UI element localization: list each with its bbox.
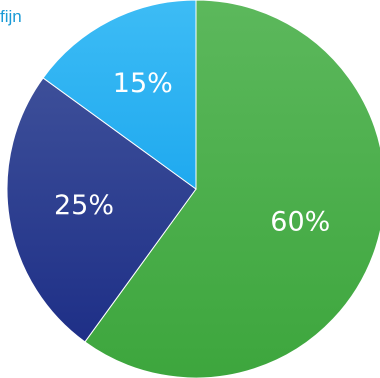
pie-label-25pct: 25%	[54, 190, 114, 221]
pie-label-15pct: 15%	[113, 68, 173, 99]
pie-slice-15	[42, 0, 197, 190]
cropped-heading-text: fijn	[0, 7, 22, 26]
pie-slice-60	[84, 0, 380, 378]
pie-label-60pct: 60%	[270, 206, 330, 237]
pie-slice-25	[6, 77, 197, 343]
